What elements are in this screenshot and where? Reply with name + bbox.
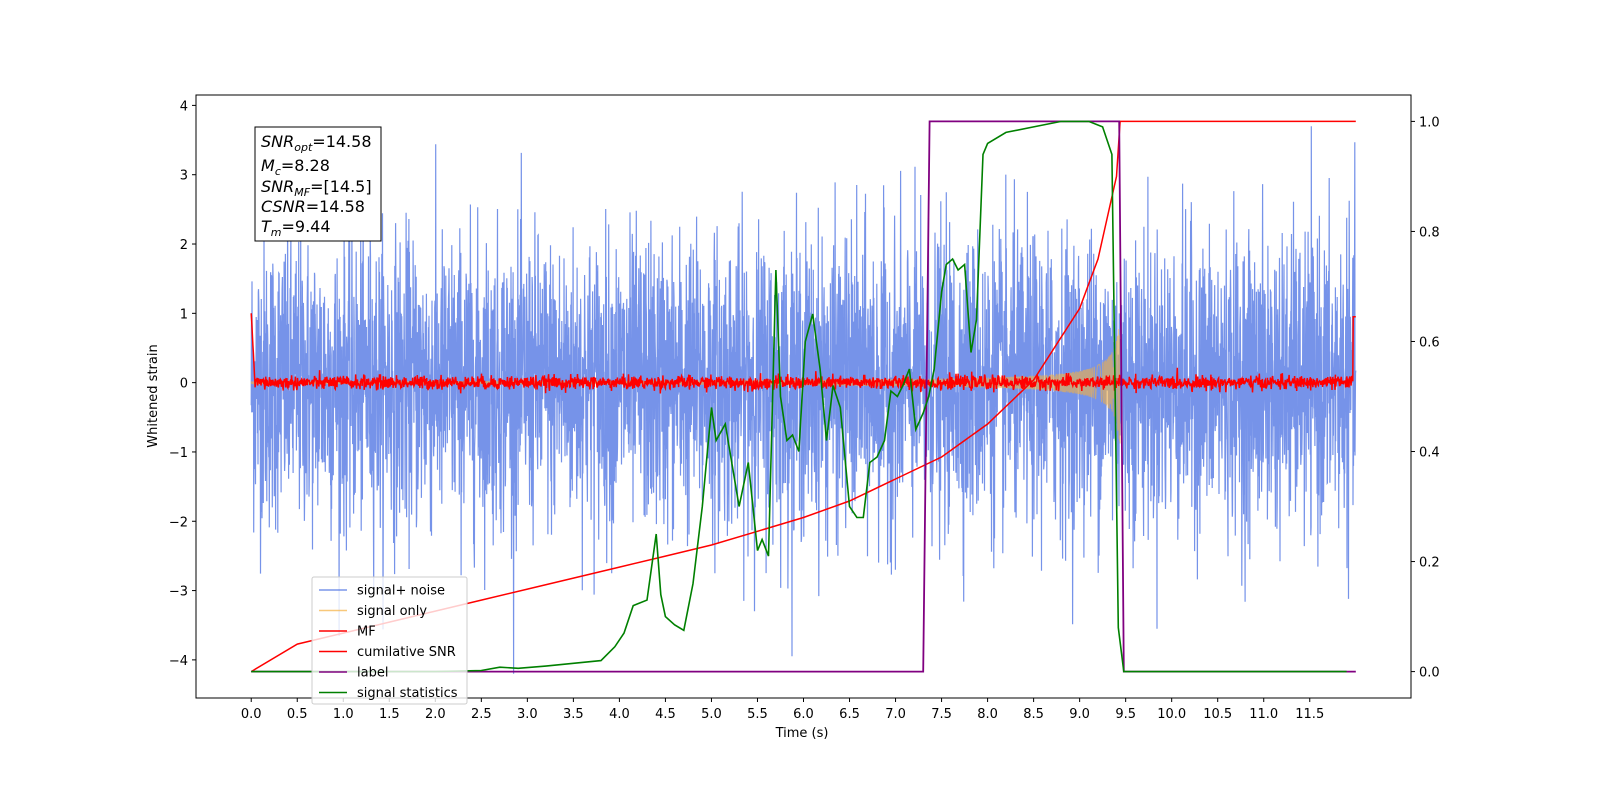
series-signal-statistics [251,120,1347,673]
legend-label: label [357,666,388,681]
svg-text:CSNR=14.58: CSNR=14.58 [261,197,365,216]
svg-text:SNRMF=[14.5]: SNRMF=[14.5] [261,177,372,199]
x-tick-label: 0.0 [241,707,262,722]
x-tick-label: 11.0 [1249,707,1278,722]
y2-tick-label: 0.0 [1419,666,1440,681]
x-tick-label: 4.5 [655,707,676,722]
y-tick-label: 1 [180,307,188,322]
y2-tick-label: 1.0 [1419,115,1440,130]
x-tick-label: 5.0 [701,707,722,722]
x-tick-label: 7.0 [885,707,906,722]
x-tick-label: 9.0 [1069,707,1090,722]
legend: signal+ noise signal only MF cumilative SNR… [311,576,468,705]
x-tick-label: 2.0 [425,707,446,722]
x-tick-label: 7.5 [931,707,952,722]
x-tick-label: 9.5 [1115,707,1136,722]
mc-value: 8.28 [294,156,330,175]
y2-tick-label: 0.2 [1419,556,1440,571]
x-tick-label: 6.0 [793,707,814,722]
svg-text:Mc=8.28: Mc=8.28 [261,156,330,178]
x-tick-label: 11.5 [1295,707,1324,722]
legend-label: signal only [357,604,427,619]
tm-value: 9.44 [295,217,331,236]
y-tick-label: −2 [169,515,188,530]
x-tick-label: 10.0 [1157,707,1186,722]
legend-label: MF [357,625,376,640]
x-tick-label: 4.0 [609,707,630,722]
svg-text:SNRopt=14.58: SNRopt=14.58 [261,132,372,154]
snr-opt-value: 14.58 [326,132,372,151]
x-tick-label: 0.5 [287,707,308,722]
svg-text:Tm=9.44: Tm=9.44 [261,217,331,239]
x-axis: 0.0 0.5 1.0 1.5 2.0 2.5 3.0 3.5 4.0 4.5 5.0 5.5 6.0 6… [241,698,1324,722]
x-tick-label: 1.0 [333,707,354,722]
x-tick-label: 8.0 [977,707,998,722]
x-tick-label: 3.0 [517,707,538,722]
x-tick-label: 3.5 [563,707,584,722]
y2-tick-label: 0.6 [1419,335,1440,350]
y-axis-left: 4 3 2 1 0 −1 −2 −3 −4 [169,99,196,669]
snr-mf-value: [14.5] [323,177,371,196]
y-tick-label: 3 [180,169,188,184]
y-tick-label: 4 [180,99,188,114]
y-tick-label: −1 [169,446,188,461]
legend-label: signal statistics [357,686,458,701]
x-tick-label: 1.5 [379,707,400,722]
y-axis-right: 1.0 0.8 0.6 0.4 0.2 0.0 [1411,115,1440,681]
x-tick-label: 5.5 [747,707,768,722]
x-tick-label: 2.5 [471,707,492,722]
legend-label: signal+ noise [357,584,445,599]
y-tick-label: −3 [169,585,188,600]
x-tick-label: 6.5 [839,707,860,722]
y2-tick-label: 0.8 [1419,225,1440,240]
y-tick-label: −4 [169,654,188,669]
y-tick-label: 2 [180,238,188,253]
csnr-value: 14.58 [319,197,365,216]
x-tick-label: 8.5 [1023,707,1044,722]
y-tick-label: 0 [180,377,188,392]
annotation-box: SNRopt=14.58 Mc=8.28 SNRMF=[14.5] CSNR=1… [254,126,382,242]
x-tick-label: 10.5 [1203,707,1232,722]
y2-tick-label: 0.4 [1419,446,1440,461]
y-axis-label: Whitened strain [146,344,161,447]
legend-label: cumilative SNR [357,645,456,660]
x-axis-label: Time (s) [775,726,829,741]
